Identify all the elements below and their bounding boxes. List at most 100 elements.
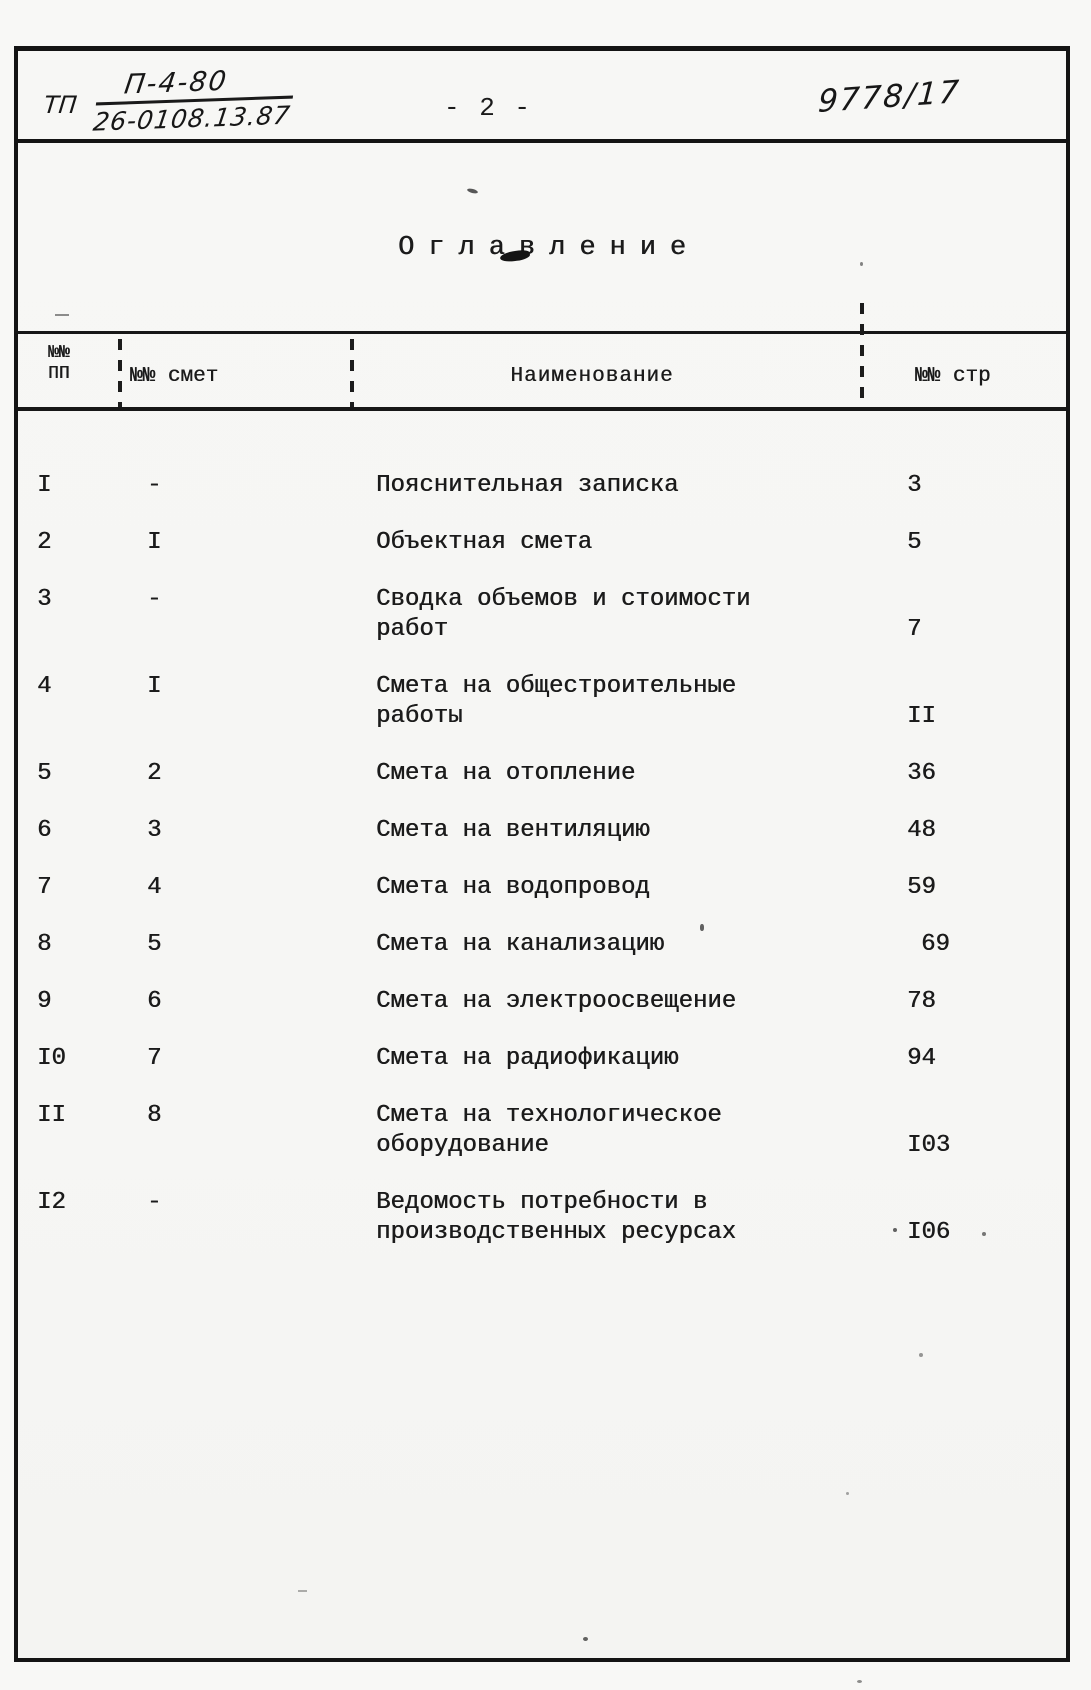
column-header-pp: №№ ПП <box>48 343 70 385</box>
estimate-number-cell: 8 <box>147 1102 162 1129</box>
row-number-cell: 4 <box>37 673 52 700</box>
column-header-pp-line1: №№ <box>48 343 70 363</box>
table-row: I2 - Ведомость потребности в производстве… <box>18 1188 1062 1248</box>
row-number-cell: I0 <box>37 1045 66 1072</box>
table-row: 5 2 Смета на отопление 36 <box>18 759 1062 789</box>
item-name-cell: Сводка объемов и стоимости работ <box>376 585 907 645</box>
item-name-cell: Смета на отопление <box>376 759 907 789</box>
item-name-line: Смета на водопровод <box>376 874 650 901</box>
scan-speck <box>298 1590 307 1592</box>
item-name-line: Смета на электроосвещение <box>376 988 737 1015</box>
table-row: 8 5 Смета на канализацию 69 <box>18 930 1062 960</box>
scan-speck <box>857 1680 862 1683</box>
page-number-cell: 36 <box>907 760 936 787</box>
document-code-denominator: 26-0108.13.87 <box>91 100 293 137</box>
estimate-number-cell: - <box>147 472 162 499</box>
estimate-number-cell: I <box>147 673 162 700</box>
page-number-cell: 59 <box>907 874 936 901</box>
table-row: 7 4 Смета на водопровод 59 <box>18 873 1062 903</box>
column-header-pp-line2: ПП <box>48 364 70 384</box>
series-label: ТП <box>42 91 79 119</box>
item-name-cell: Ведомость потребности в производственных … <box>376 1188 907 1248</box>
page-number-cell: 3 <box>907 472 922 499</box>
table-row: I - Пояснительная записка 3 <box>18 471 1062 501</box>
table-row: II 8 Смета на технологическое оборудовани… <box>18 1101 1062 1161</box>
document-header-strip: ТП П-4-80 26-0108.13.87 - 2 - 9778/17 <box>18 51 1066 143</box>
page-number: - 2 - <box>443 93 532 123</box>
archive-number: 9778/17 <box>816 73 962 121</box>
row-number-cell: I2 <box>37 1189 66 1216</box>
table-row: 4 I Смета на общестроительные работы II <box>18 672 1062 732</box>
page-number-cell: I03 <box>907 1132 951 1159</box>
row-number-cell: 3 <box>37 586 52 613</box>
row-number-cell: II <box>37 1102 66 1129</box>
toc-table: I - Пояснительная записка 3 2 I Объектна… <box>18 471 1062 1275</box>
item-name-cell: Смета на канализацию <box>376 930 907 960</box>
item-name-line: Смета на технологическое <box>376 1102 722 1129</box>
scan-speck <box>860 262 863 266</box>
item-name-cell: Смета на технологическое оборудование <box>376 1101 907 1161</box>
column-header-smeta: №№ смет <box>130 365 219 388</box>
scan-speck <box>919 1353 923 1357</box>
scan-speck <box>700 924 704 931</box>
estimate-number-cell: 6 <box>147 988 162 1015</box>
table-header-top-rule <box>18 331 1066 334</box>
row-number-cell: 8 <box>37 931 52 958</box>
item-name-line: Смета на вентиляцию <box>376 817 650 844</box>
column-separator-2 <box>350 339 354 407</box>
item-name-line: Смета на отопление <box>376 760 636 787</box>
item-name-cell: Смета на радиофикацию <box>376 1044 907 1074</box>
table-row: 2 I Объектная смета 5 <box>18 528 1062 558</box>
scan-speck <box>583 1637 588 1641</box>
estimate-number-cell: 7 <box>147 1045 162 1072</box>
page-number-cell: 94 <box>907 1045 936 1072</box>
page-title: Оглавление <box>397 233 701 263</box>
column-separator-1 <box>118 339 122 407</box>
page-number-cell: 7 <box>907 616 922 643</box>
row-number-cell: 5 <box>37 760 52 787</box>
row-number-cell: I <box>37 472 52 499</box>
item-name-line: Смета на канализацию <box>376 931 665 958</box>
table-row: 3 - Сводка объемов и стоимости работ 7 <box>18 585 1062 645</box>
estimate-number-cell: - <box>147 1189 162 1216</box>
page-number-cell: II <box>907 703 936 730</box>
item-name-line: производственных ресурсах <box>376 1219 737 1246</box>
document-code-fraction: П-4-80 26-0108.13.87 <box>91 63 298 137</box>
table-row: 6 3 Смета на вентиляцию 48 <box>18 816 1062 846</box>
column-header-name: Наименование <box>510 365 674 388</box>
item-name-line: Объектная смета <box>376 529 593 556</box>
page-number-cell: I06 <box>907 1219 951 1246</box>
item-name-line: Пояснительная записка <box>376 472 679 499</box>
scan-speck <box>846 1492 849 1495</box>
estimate-number-cell: - <box>147 586 162 613</box>
estimate-number-cell: 4 <box>147 874 162 901</box>
estimate-number-cell: 2 <box>147 760 162 787</box>
page-number-cell: 69 <box>921 931 950 958</box>
item-name-line: работ <box>376 616 449 643</box>
table-row: I0 7 Смета на радиофикацию 94 <box>18 1044 1062 1074</box>
page-frame: ТП П-4-80 26-0108.13.87 - 2 - 9778/17 Ог… <box>14 46 1070 1662</box>
row-number-cell: 6 <box>37 817 52 844</box>
item-name-cell: Смета на вентиляцию <box>376 816 907 846</box>
item-name-cell: Смета на электроосвещение <box>376 987 907 1017</box>
table-header-bottom-rule <box>18 407 1066 411</box>
item-name-cell: Объектная смета <box>376 528 907 558</box>
item-name-line: Смета на радиофикацию <box>376 1045 679 1072</box>
item-name-cell: Пояснительная записка <box>376 471 907 501</box>
page-number-cell: 48 <box>907 817 936 844</box>
estimate-number-cell: I <box>147 529 162 556</box>
item-name-line: оборудование <box>376 1132 549 1159</box>
row-number-cell: 7 <box>37 874 52 901</box>
item-name-line: работы <box>376 703 463 730</box>
item-name-line: Смета на общестроительные <box>376 673 737 700</box>
page-number-cell: 78 <box>907 988 936 1015</box>
estimate-number-cell: 5 <box>147 931 162 958</box>
page-number-cell: 5 <box>907 529 922 556</box>
row-number-cell: 2 <box>37 529 52 556</box>
column-separator-3 <box>860 303 864 407</box>
item-name-line: Сводка объемов и стоимости <box>376 586 751 613</box>
scan-speck <box>982 1232 986 1236</box>
scan-speck <box>893 1228 897 1232</box>
estimate-number-cell: 3 <box>147 817 162 844</box>
